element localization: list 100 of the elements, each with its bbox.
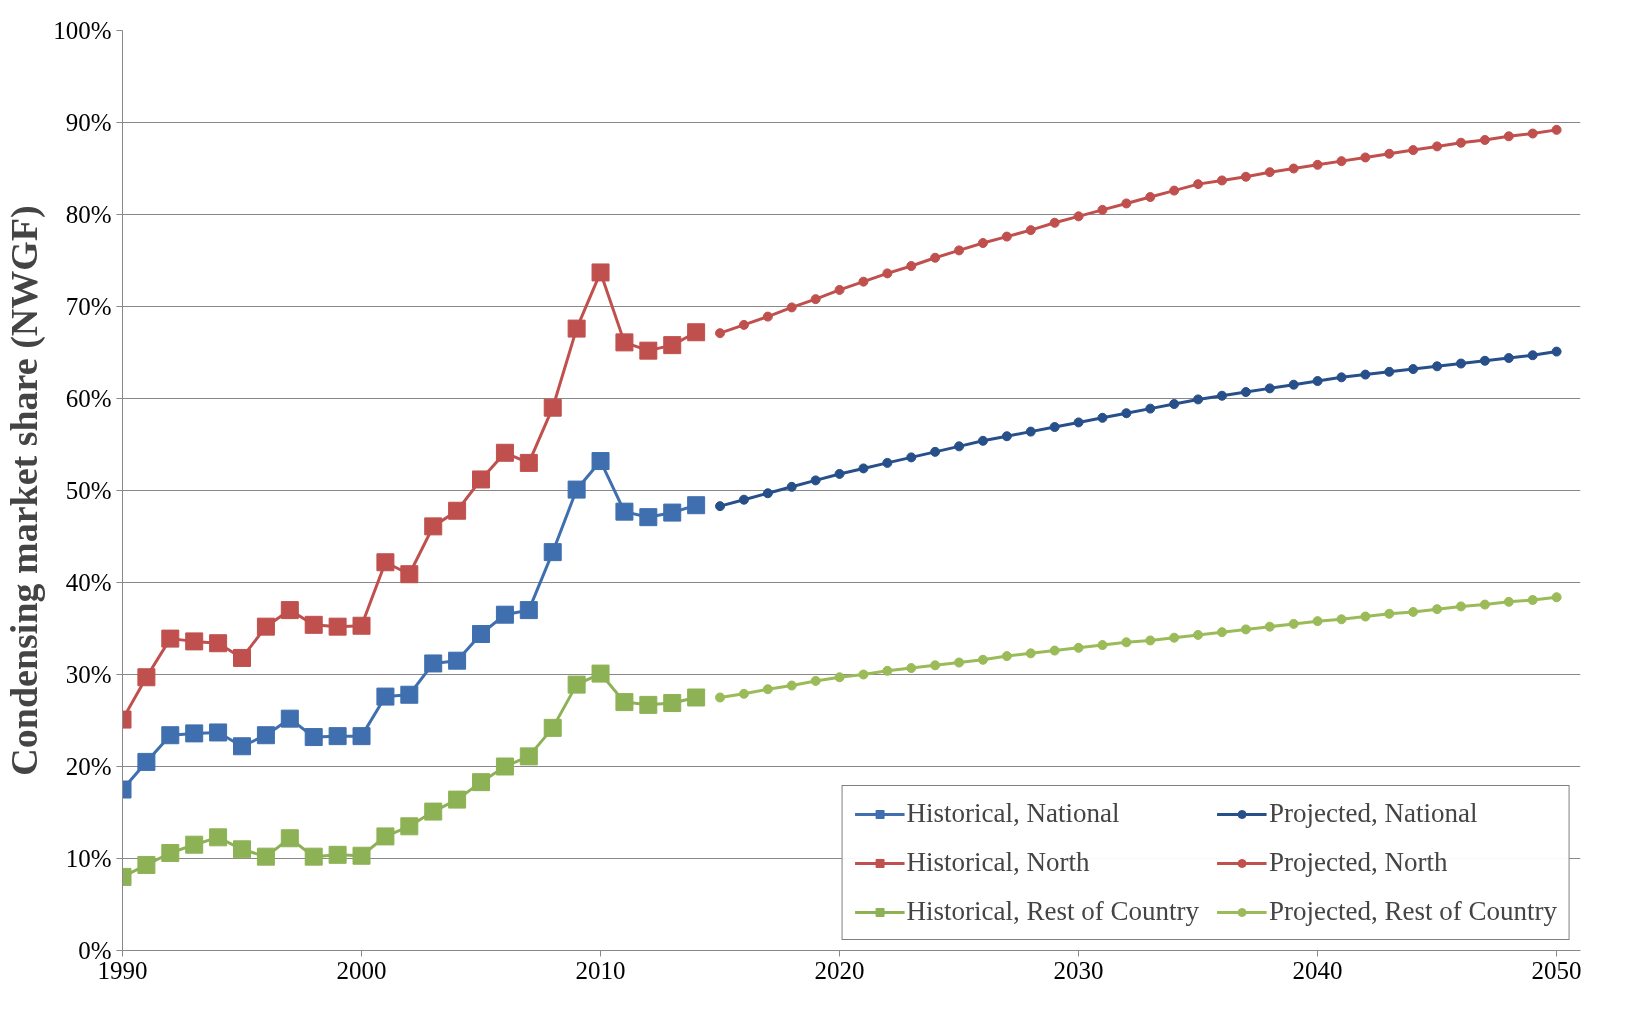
point (810, 475, 821, 486)
y-axis-title: Condensing market share (NWGF) (3, 205, 47, 776)
point (834, 672, 845, 683)
y-tick-label: 50% (65, 477, 112, 504)
point (715, 692, 726, 703)
point (137, 752, 156, 771)
point (591, 452, 610, 471)
point (858, 463, 869, 474)
point (1001, 231, 1012, 242)
point (1025, 225, 1036, 236)
legend-label: Projected, North (1269, 847, 1448, 878)
point (185, 724, 204, 743)
point (448, 790, 467, 809)
point (1001, 431, 1012, 442)
point (1097, 204, 1108, 215)
point (328, 617, 347, 636)
point (687, 496, 706, 515)
y-tick-label: 30% (65, 661, 112, 688)
point (930, 660, 941, 671)
point (977, 435, 988, 446)
point (328, 727, 347, 746)
point (1503, 353, 1514, 364)
point (663, 336, 682, 355)
point (1049, 422, 1060, 433)
point (1216, 390, 1227, 401)
point (738, 688, 749, 699)
point (1216, 175, 1227, 186)
point (543, 398, 562, 417)
point (328, 845, 347, 864)
point (1145, 635, 1156, 646)
point (161, 843, 180, 862)
point (954, 441, 965, 452)
y-tick-label: 70% (65, 293, 112, 320)
x-tick-label: 2040 (1292, 956, 1343, 984)
point (233, 840, 252, 859)
point (615, 333, 634, 352)
y-tick-label: 60% (65, 385, 112, 412)
legend-label: Projected, National (1269, 798, 1478, 829)
point (1097, 412, 1108, 423)
point (1479, 599, 1490, 610)
y-tick-label: 80% (65, 201, 112, 228)
point (1551, 124, 1562, 135)
point (400, 817, 419, 836)
point (858, 276, 869, 287)
point (906, 663, 917, 674)
point (1145, 192, 1156, 203)
point (519, 453, 538, 472)
point (1025, 426, 1036, 437)
point (233, 648, 252, 667)
point (137, 668, 156, 687)
point (1479, 355, 1490, 366)
point (472, 773, 491, 792)
point (280, 829, 299, 848)
point (567, 480, 586, 499)
legend-label: Historical, North (906, 847, 1090, 878)
point (1432, 141, 1443, 152)
point (256, 847, 275, 866)
y-tick-label: 40% (65, 569, 112, 596)
point (1527, 128, 1538, 139)
point (1240, 387, 1251, 398)
point (1001, 651, 1012, 662)
point (687, 688, 706, 707)
point (1288, 163, 1299, 174)
point (1360, 611, 1371, 622)
point (209, 828, 228, 847)
point (304, 728, 323, 747)
point (1264, 383, 1275, 394)
point (161, 629, 180, 648)
x-tick-label: 2010 (575, 956, 626, 984)
point (954, 245, 965, 256)
y-tick-label: 90% (65, 109, 112, 136)
y-tick-label: 20% (65, 753, 112, 780)
legend-label: Historical, National (906, 798, 1120, 829)
point (762, 488, 773, 499)
point (1121, 408, 1132, 419)
point (1455, 137, 1466, 148)
point (1408, 606, 1419, 617)
legend-label: Projected, Rest of Country (1269, 896, 1557, 927)
point (1503, 131, 1514, 142)
point (543, 543, 562, 562)
point (1479, 134, 1490, 145)
point (930, 446, 941, 457)
point (1264, 621, 1275, 632)
point (1527, 350, 1538, 361)
point (495, 443, 514, 462)
point (1049, 217, 1060, 228)
point (1169, 399, 1180, 410)
point (1312, 376, 1323, 387)
point (209, 723, 228, 742)
point (1073, 642, 1084, 653)
point (472, 470, 491, 489)
point (954, 657, 965, 668)
point (1360, 152, 1371, 163)
point (519, 747, 538, 766)
point (1336, 614, 1347, 625)
point (424, 802, 443, 821)
point (567, 319, 586, 338)
y-tick-label: 10% (65, 845, 112, 872)
point (738, 494, 749, 505)
point (1455, 601, 1466, 612)
